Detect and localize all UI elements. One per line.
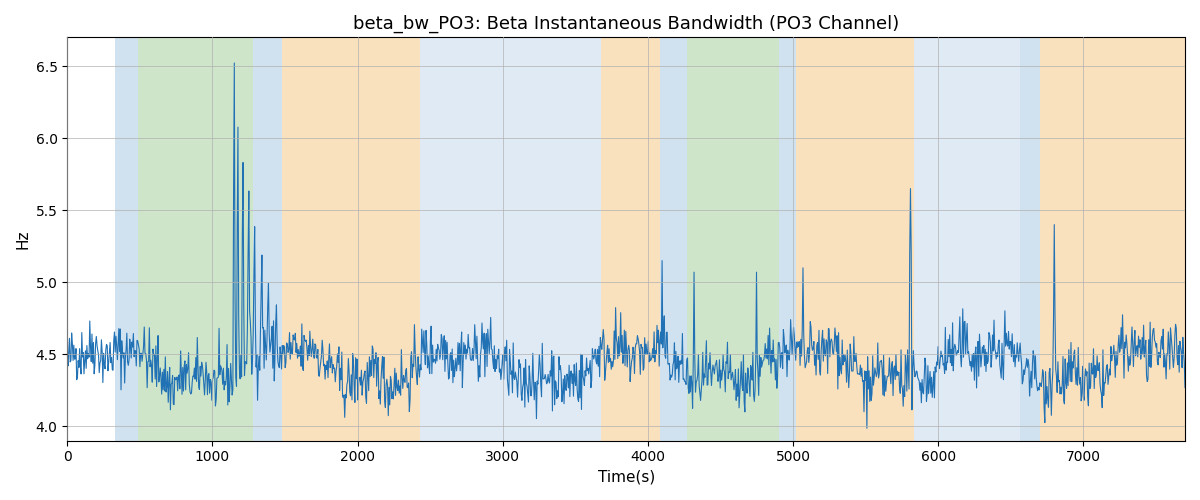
Bar [688, 38, 779, 440]
Bar [913, 38, 1020, 440]
X-axis label: Time(s): Time(s) [598, 470, 655, 485]
Bar [1020, 38, 1040, 440]
Title: beta_bw_PO3: Beta Instantaneous Bandwidth (PO3 Channel): beta_bw_PO3: Beta Instantaneous Bandwidt… [353, 15, 899, 34]
Bar [660, 38, 688, 440]
Bar [115, 38, 138, 440]
Bar [779, 38, 796, 440]
Bar [282, 38, 420, 440]
Bar [601, 38, 660, 440]
Y-axis label: Hz: Hz [16, 230, 30, 249]
Bar [67, 38, 115, 440]
Bar [1040, 38, 1186, 440]
Bar [138, 38, 253, 440]
Bar [420, 38, 601, 440]
Bar [253, 38, 282, 440]
Bar [796, 38, 913, 440]
